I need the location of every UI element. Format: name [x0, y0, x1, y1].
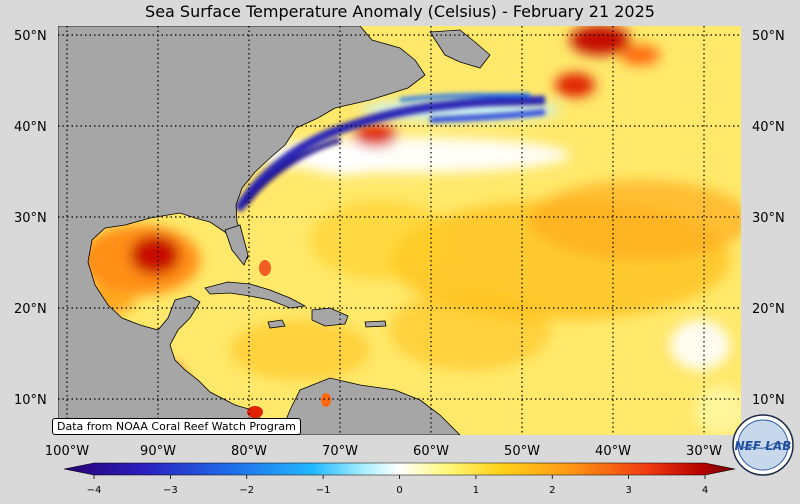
lon-label: 30°W — [686, 444, 722, 459]
lon-label: 40°W — [595, 444, 631, 459]
newfoundland — [429, 29, 491, 69]
colorbar-tick-label: −4 — [87, 485, 102, 496]
lat-label: 50°N — [14, 29, 47, 44]
lon-label: 80°W — [231, 444, 267, 459]
cuba — [204, 281, 307, 309]
lat-label: 50°N — [752, 29, 785, 44]
lon-label: 100°W — [45, 444, 89, 459]
lat-label: 30°N — [14, 211, 47, 226]
lat-label: 40°N — [14, 120, 47, 135]
north-america-landmass — [58, 26, 426, 435]
data-credit-label: Data from NOAA Coral Reef Watch Program — [52, 418, 301, 435]
colorbar-tick-label: 0 — [396, 485, 402, 496]
anomaly-field — [58, 26, 741, 435]
puerto-rico — [364, 320, 387, 328]
lat-labels-right: 50°N 40°N 30°N 20°N 10°N — [752, 29, 785, 408]
florida — [224, 224, 249, 266]
land — [58, 26, 491, 435]
map-plot-area — [58, 26, 741, 435]
colorbar-tick-label: 3 — [625, 485, 631, 496]
logo-text: NEF LAB — [735, 439, 792, 453]
lon-label: 50°W — [504, 444, 540, 459]
colorbar: −4 −3 −2 −1 0 1 2 3 4 — [63, 462, 736, 496]
colorbar-tick-label: 2 — [549, 485, 555, 496]
colorbar-tick-label: −1 — [316, 485, 331, 496]
lat-label: 20°N — [752, 302, 785, 317]
map-title: Sea Surface Temperature Anomaly (Celsius… — [145, 2, 655, 21]
lon-label: 60°W — [413, 444, 449, 459]
lat-label: 10°N — [14, 393, 47, 408]
lon-labels: 100°W 90°W 80°W 70°W 60°W 50°W 40°W 30°W — [45, 444, 722, 459]
lat-label: 30°N — [752, 211, 785, 226]
lon-label: 70°W — [322, 444, 358, 459]
colorbar-tick-label: −2 — [239, 485, 254, 496]
colorbar-ticks: −4 −3 −2 −1 0 1 2 3 4 — [87, 475, 708, 496]
nef-lab-logo: NEF LAB — [731, 413, 795, 481]
colorbar-tick-label: 1 — [473, 485, 479, 496]
lat-label: 10°N — [752, 393, 785, 408]
lon-label: 90°W — [140, 444, 176, 459]
gulf-stream-cold-band — [234, 93, 546, 213]
colorbar-tick-label: −3 — [163, 485, 178, 496]
colorbar-tick-label: 4 — [702, 485, 708, 496]
graticule — [58, 26, 741, 435]
hispaniola — [311, 307, 349, 327]
lat-label: 20°N — [14, 302, 47, 317]
colorbar-ramp — [63, 462, 736, 476]
jamaica — [267, 319, 286, 329]
lat-label: 40°N — [752, 120, 785, 135]
lat-labels-left: 50°N 40°N 30°N 20°N 10°N — [14, 29, 47, 408]
